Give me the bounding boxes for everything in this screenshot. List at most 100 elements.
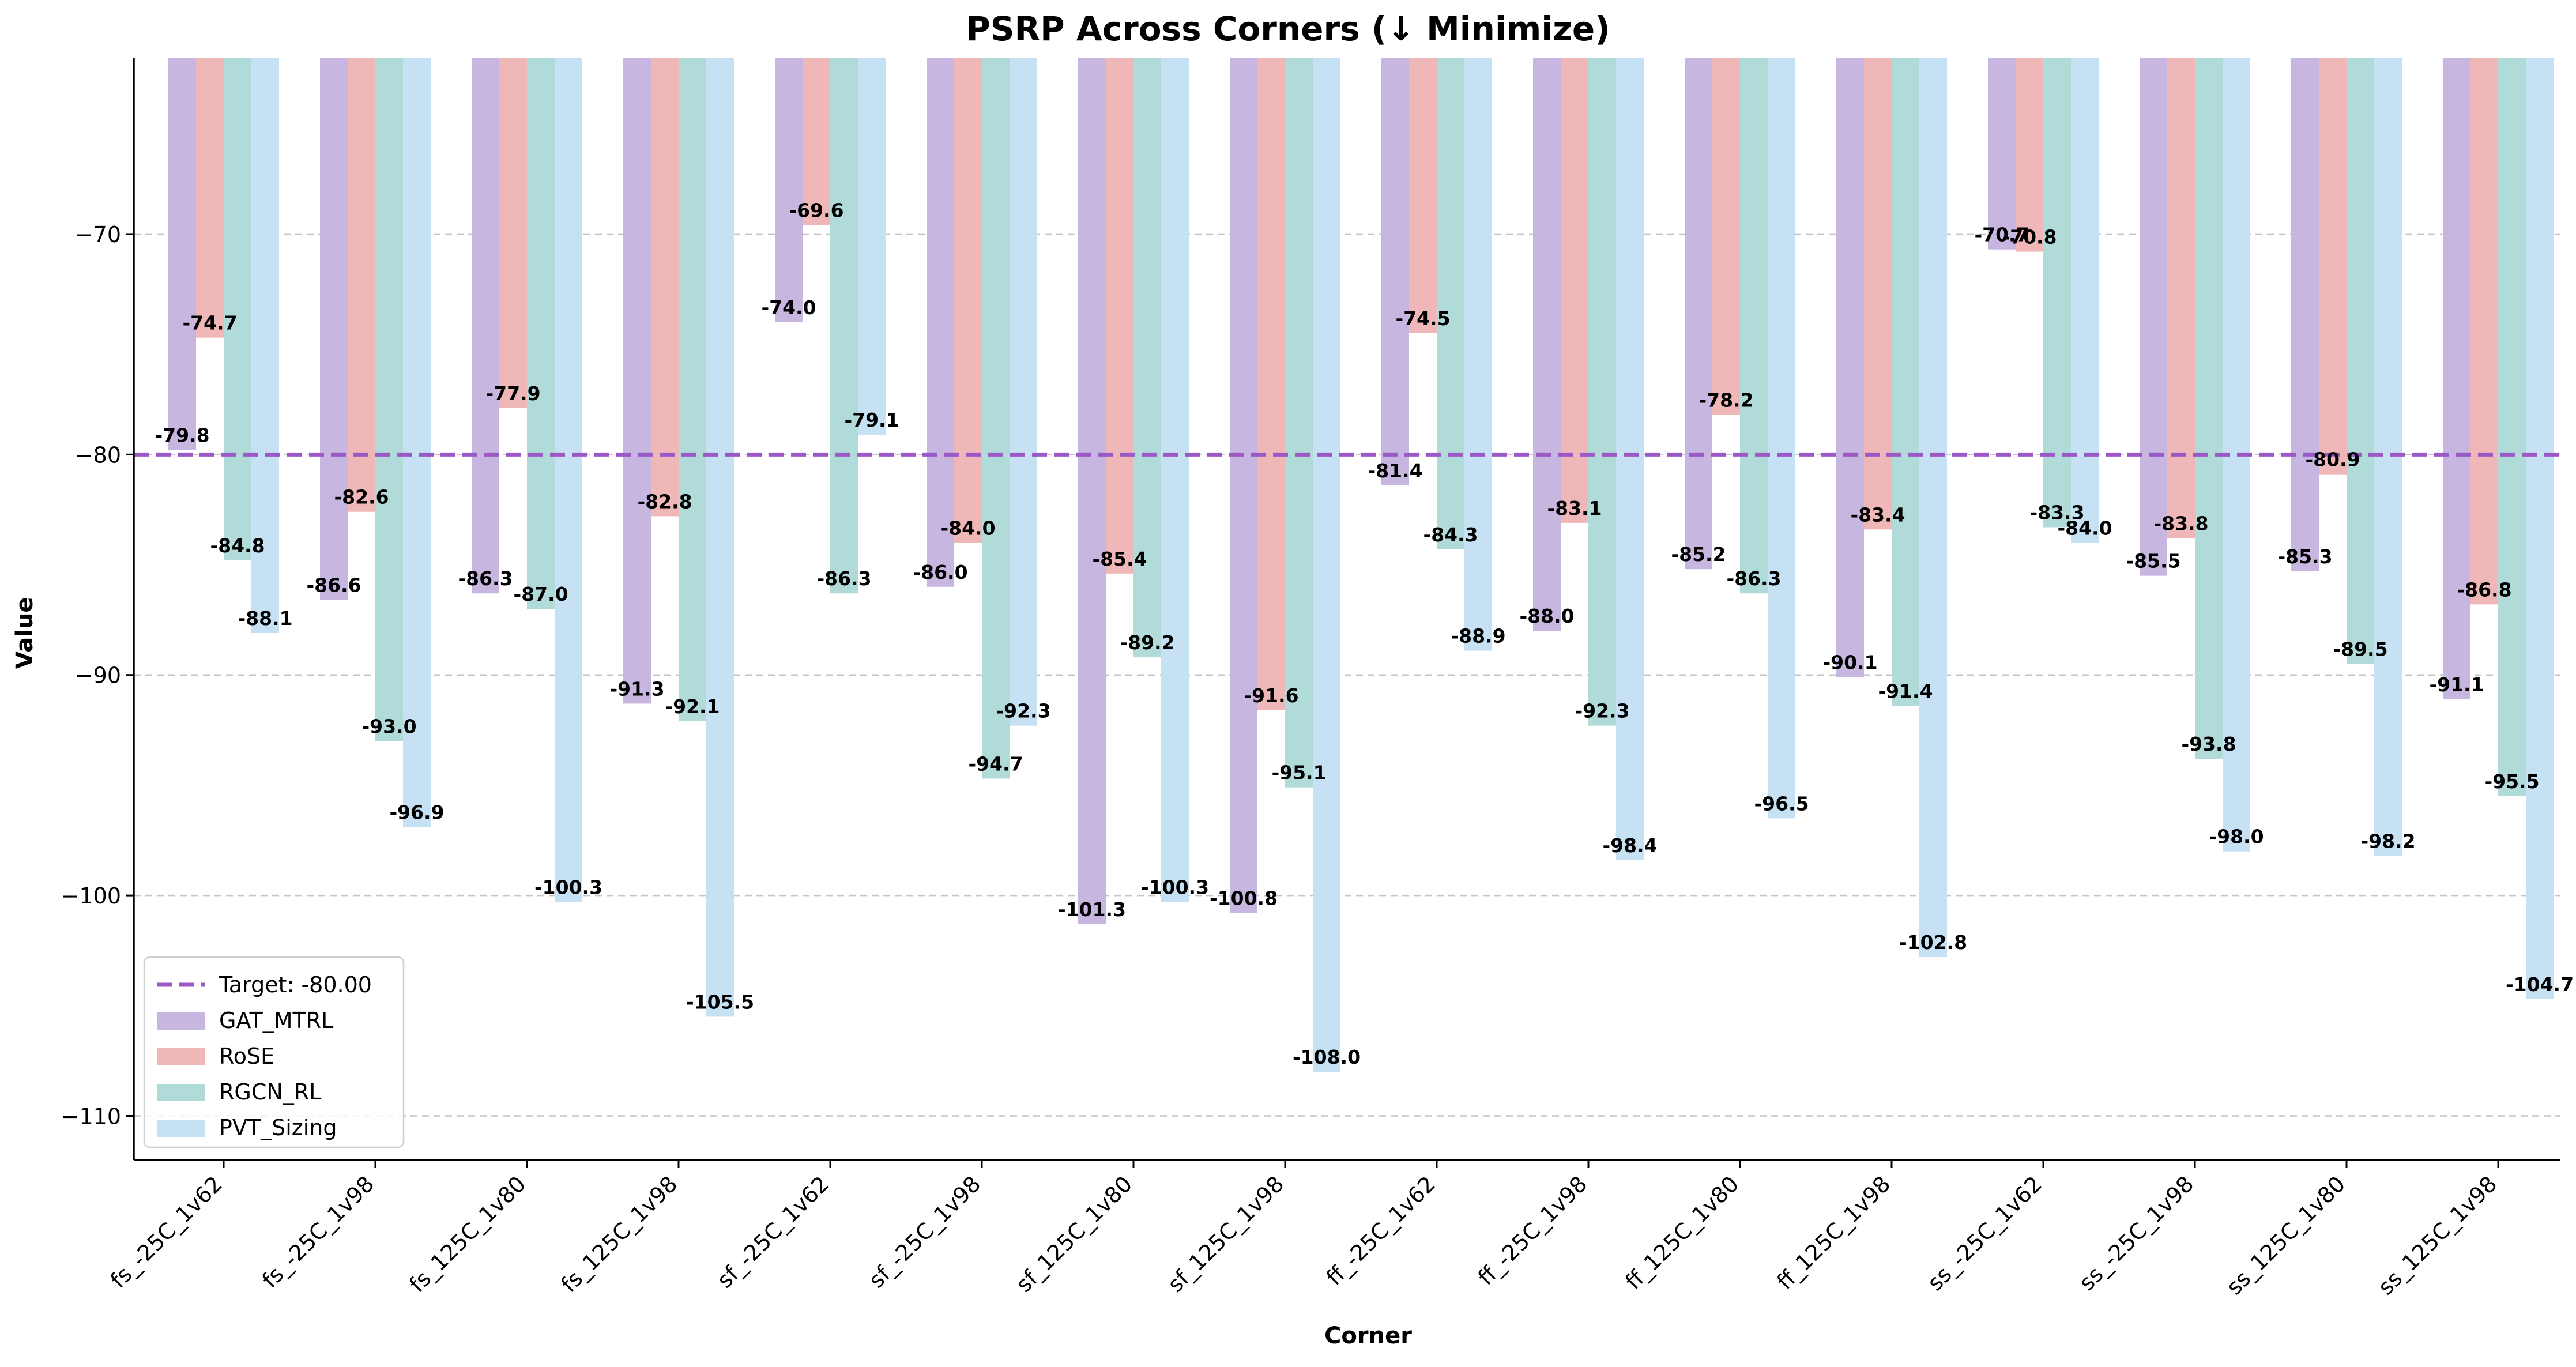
x-tick-label: fs_-25C_1v62 <box>106 1171 227 1293</box>
data-label: -100.3 <box>534 876 602 899</box>
bar-rose <box>1561 58 1588 523</box>
data-label: -91.4 <box>1878 680 1933 702</box>
bar-rose <box>954 58 982 543</box>
bar-rgcn-rl <box>2498 58 2526 797</box>
bar-pvt-sizing <box>1768 58 1795 819</box>
bar-pvt-sizing <box>1919 58 1947 958</box>
bar-rose <box>1712 58 1740 415</box>
bar-pvt-sizing <box>1616 58 1644 860</box>
legend-label: GAT_MTRL <box>219 1008 333 1033</box>
data-label: -104.7 <box>2506 973 2574 996</box>
x-tick-label: sf_125C_1v98 <box>1163 1171 1289 1297</box>
bar-rgcn-rl <box>224 58 251 560</box>
bar-rgcn-rl <box>1285 58 1313 788</box>
bar-rgcn-rl <box>1740 58 1768 594</box>
data-label: -93.0 <box>361 715 416 737</box>
legend-box <box>143 956 405 1148</box>
bar-rose <box>2470 58 2498 605</box>
data-label: -91.3 <box>609 677 664 700</box>
data-label: -96.5 <box>1754 792 1809 815</box>
bar-rgcn-rl <box>830 58 858 594</box>
data-label: -85.2 <box>1671 543 1726 566</box>
bar-pvt-sizing <box>555 58 582 902</box>
x-tick-label: sf_125C_1v80 <box>1011 1171 1138 1297</box>
data-label: -85.5 <box>2126 550 2180 573</box>
data-label: -90.1 <box>1822 652 1877 674</box>
legend-swatch <box>157 1012 205 1030</box>
bar-rose <box>2167 58 2195 538</box>
data-label: -83.8 <box>2153 513 2208 535</box>
x-tick-label: sf_-25C_1v62 <box>712 1171 834 1293</box>
bar-rose <box>1409 58 1437 333</box>
bar-pvt-sizing <box>2374 58 2402 856</box>
x-tick-label: fs_-25C_1v98 <box>257 1171 379 1293</box>
data-label: -80.9 <box>2305 449 2360 471</box>
bar-gat-mtrl <box>1988 58 2016 250</box>
bar-pvt-sizing <box>706 58 734 1017</box>
data-label: -84.8 <box>210 534 265 557</box>
bar-rgcn-rl <box>1437 58 1464 549</box>
bar-rgcn-rl <box>1588 58 1616 726</box>
bar-pvt-sizing <box>2526 58 2554 999</box>
data-label: -94.7 <box>968 752 1023 775</box>
data-label: -87.0 <box>513 583 568 605</box>
data-label: -84.3 <box>1423 524 1478 546</box>
bar-pvt-sizing <box>1313 58 1340 1072</box>
data-label: -105.5 <box>686 991 754 1013</box>
bar-rgcn-rl <box>1892 58 1919 706</box>
bar-rose <box>2319 58 2347 475</box>
data-label: -89.2 <box>1120 631 1174 654</box>
y-tick-label: −110 <box>61 1104 121 1129</box>
bar-pvt-sizing <box>251 58 279 634</box>
data-label: -69.6 <box>789 199 843 222</box>
bar-rgcn-rl <box>375 58 403 741</box>
legend-swatch <box>157 1120 205 1137</box>
data-label: -82.6 <box>334 486 389 509</box>
data-label: -98.2 <box>2360 830 2415 852</box>
data-label: -100.3 <box>1141 876 1209 899</box>
y-tick-label: −100 <box>61 883 121 909</box>
data-label: -70.7 <box>1974 224 2029 246</box>
data-label: -85.4 <box>1092 548 1147 570</box>
y-tick-label: −80 <box>75 442 121 468</box>
bar-gat-mtrl <box>1836 58 1864 677</box>
data-label: -88.1 <box>238 607 292 630</box>
data-label: -108.0 <box>1293 1046 1361 1068</box>
bar-pvt-sizing <box>1010 58 1037 726</box>
legend-swatch <box>157 1048 205 1065</box>
bar-gat-mtrl <box>2291 58 2319 571</box>
bar-rgcn-rl <box>2043 58 2071 528</box>
bar-pvt-sizing <box>1464 58 1492 651</box>
bar-pvt-sizing <box>403 58 431 827</box>
bar-rgcn-rl <box>679 58 706 722</box>
data-label: -89.5 <box>2333 638 2387 661</box>
bar-rose <box>196 58 224 338</box>
data-label: -84.0 <box>2057 517 2112 539</box>
bar-pvt-sizing <box>2071 58 2099 543</box>
bar-gat-mtrl <box>775 58 803 322</box>
bar-gat-mtrl <box>472 58 499 594</box>
data-label: -96.9 <box>389 801 444 824</box>
data-label: -70.8 <box>2002 226 2057 248</box>
bar-rose <box>499 58 527 409</box>
legend-swatch <box>157 1084 205 1101</box>
data-label: -98.4 <box>1602 834 1657 857</box>
data-labels-layer: -79.8 -86.6 -86.3 -91.3 -74.0 -86.0 -101.3 -100… <box>155 199 2574 1068</box>
data-label: -95.5 <box>2484 770 2539 793</box>
bar-gat-mtrl <box>1685 58 1712 570</box>
x-tick-label: ss_125C_1v80 <box>2221 1171 2350 1300</box>
bar-gat-mtrl <box>2140 58 2167 576</box>
bar-gat-mtrl <box>1230 58 1257 913</box>
legend-target-label: Target: -80.00 <box>219 972 372 997</box>
bar-rgcn-rl <box>982 58 1010 779</box>
data-label: -86.3 <box>1726 567 1781 590</box>
bar-rgcn-rl <box>1133 58 1161 658</box>
bar-rgcn-rl <box>527 58 555 609</box>
bar-gat-mtrl <box>320 58 348 600</box>
data-label: -91.1 <box>2429 673 2484 696</box>
bar-rgcn-rl <box>2195 58 2223 759</box>
data-label: -83.4 <box>1850 503 1905 526</box>
x-tick-label: fs_125C_1v98 <box>556 1171 683 1297</box>
